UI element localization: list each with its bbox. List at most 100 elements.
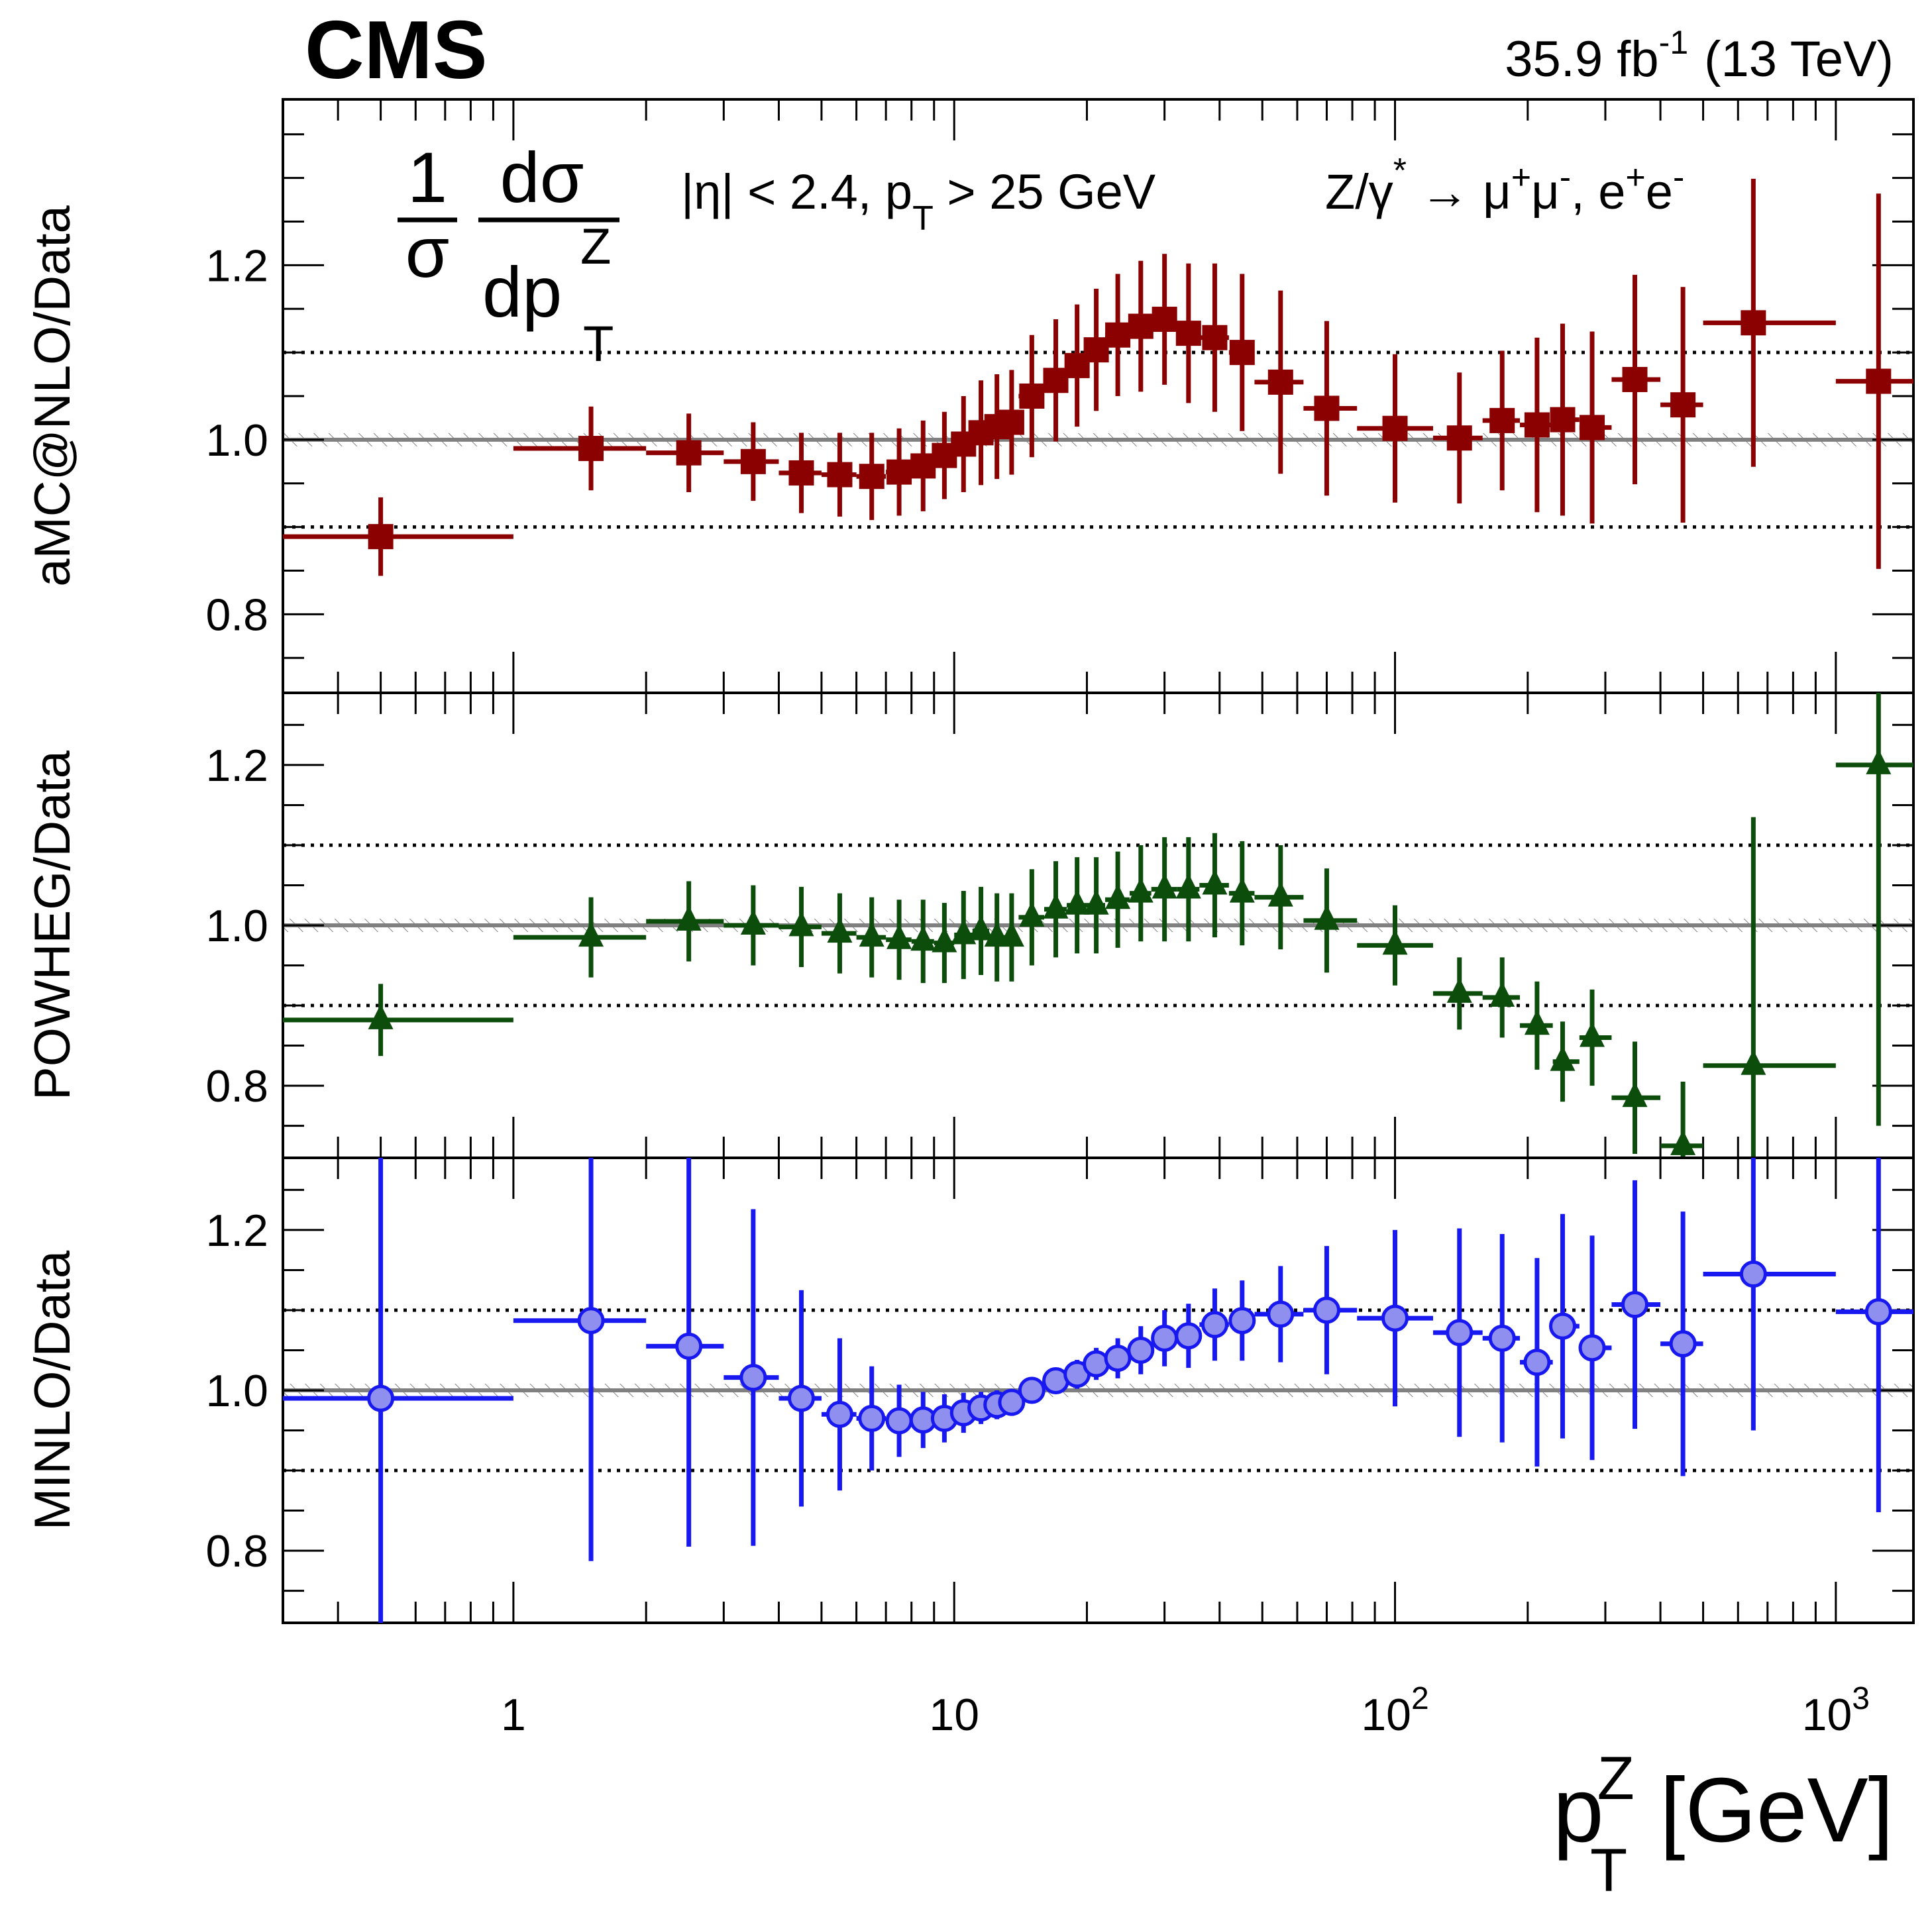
data-point — [1660, 1211, 1703, 1476]
triangle-marker — [1175, 873, 1201, 899]
data-point — [998, 1388, 1026, 1416]
circle-marker — [1446, 1319, 1474, 1347]
data-point — [885, 1384, 913, 1457]
x-axis-title-subscript: T — [1590, 1837, 1627, 1904]
circle-marker — [675, 1332, 703, 1360]
data-point — [1151, 837, 1177, 942]
data-point — [968, 886, 994, 976]
circle-marker — [1523, 1349, 1551, 1376]
square-marker — [1670, 392, 1696, 418]
y-tick-label: 1.2 — [205, 1206, 268, 1256]
triangle-marker — [1382, 929, 1408, 955]
data-point — [1063, 1360, 1091, 1389]
data-point — [821, 893, 857, 974]
triangle-marker — [1741, 1049, 1766, 1075]
data-point — [1254, 845, 1304, 950]
triangle-marker — [368, 1004, 394, 1029]
circle-marker — [858, 1404, 886, 1432]
panel-3: 0.8 1.0 1.2 MINLO/Data — [25, 1157, 1915, 1624]
circle-marker — [739, 1364, 767, 1392]
square-marker — [827, 462, 853, 488]
square-marker — [1446, 425, 1472, 451]
data-point — [1175, 837, 1201, 942]
y-tick-label: 1.0 — [205, 415, 268, 466]
circle-marker — [1018, 1376, 1046, 1404]
square-marker — [910, 453, 936, 479]
circle-marker — [826, 1400, 853, 1428]
data-point — [1199, 1288, 1229, 1361]
square-marker — [578, 436, 604, 462]
x-tick-label: 1 — [501, 1690, 526, 1740]
data-point — [1043, 861, 1069, 958]
triangle-marker — [1019, 901, 1045, 927]
y-tick-label: 0.8 — [205, 590, 268, 640]
data-point — [1303, 868, 1358, 973]
formula-superscript: Z — [580, 219, 611, 275]
circle-marker — [787, 1384, 815, 1412]
triangle-marker — [1064, 889, 1090, 915]
data-point — [724, 885, 779, 966]
data-point — [909, 1392, 937, 1449]
square-marker — [1866, 368, 1892, 394]
data-point — [1482, 1233, 1521, 1443]
square-marker — [1229, 340, 1255, 366]
data-point — [1611, 274, 1661, 485]
triangle-marker — [859, 921, 885, 947]
data-point — [1228, 1280, 1256, 1361]
data-point — [1104, 1338, 1132, 1378]
circle-marker — [1864, 1298, 1892, 1325]
square-marker — [1019, 384, 1045, 409]
data-point — [1432, 372, 1483, 504]
data-point — [886, 428, 912, 516]
x-tick-label: 103 — [1802, 1681, 1870, 1740]
circle-marker — [1739, 1261, 1767, 1288]
y-tick-label: 1.2 — [205, 741, 268, 791]
data-point — [1520, 981, 1553, 1070]
triangle-marker — [1866, 748, 1892, 774]
experiment-label: CMS — [305, 5, 488, 96]
data-point — [1254, 1266, 1304, 1363]
data-point — [1611, 1041, 1661, 1154]
data-point — [1357, 354, 1433, 503]
triangle-marker — [968, 915, 994, 941]
data-point — [1083, 1347, 1110, 1380]
triangle-marker — [1083, 889, 1109, 915]
data-point — [646, 881, 724, 962]
square-marker — [1175, 321, 1201, 346]
data-point — [1578, 1235, 1612, 1461]
square-marker — [859, 464, 885, 489]
data-point — [513, 406, 647, 491]
triangle-marker — [1314, 904, 1340, 930]
square-marker — [1083, 337, 1109, 363]
selection-cuts: |η| < 2.4, pT > 25 GeV — [681, 164, 1156, 238]
luminosity-exponent: -1 — [1659, 24, 1688, 61]
data-point — [513, 1158, 647, 1561]
data-point — [1432, 957, 1483, 1030]
data-point — [998, 370, 1024, 475]
data-point — [1128, 260, 1154, 392]
data-point — [1303, 1246, 1358, 1374]
x-tick-label: 102 — [1361, 1681, 1428, 1740]
square-marker — [1741, 310, 1766, 336]
data-point — [724, 1209, 779, 1546]
triangle-marker — [910, 925, 936, 951]
data-point — [646, 413, 724, 492]
circle-marker — [1313, 1296, 1340, 1324]
circle-marker — [1578, 1334, 1606, 1362]
circle-marker — [1621, 1290, 1649, 1318]
data-point — [1660, 287, 1703, 523]
data-point — [778, 1290, 822, 1507]
data-point — [1064, 857, 1090, 954]
square-marker — [1152, 307, 1177, 333]
energy-label: (13 TeV) — [1704, 31, 1894, 87]
y-tick-label: 0.8 — [205, 1526, 268, 1576]
triangle-marker — [788, 911, 814, 937]
data-point — [1175, 263, 1201, 403]
observable-formula: 1 σ dσ dp Z T — [398, 137, 619, 372]
triangle-marker — [998, 921, 1024, 947]
triangle-marker — [1267, 881, 1293, 907]
square-marker — [998, 409, 1024, 435]
triangle-marker — [1489, 981, 1515, 1007]
x-axis-title: pZ [GeV] — [1553, 1745, 1894, 1861]
